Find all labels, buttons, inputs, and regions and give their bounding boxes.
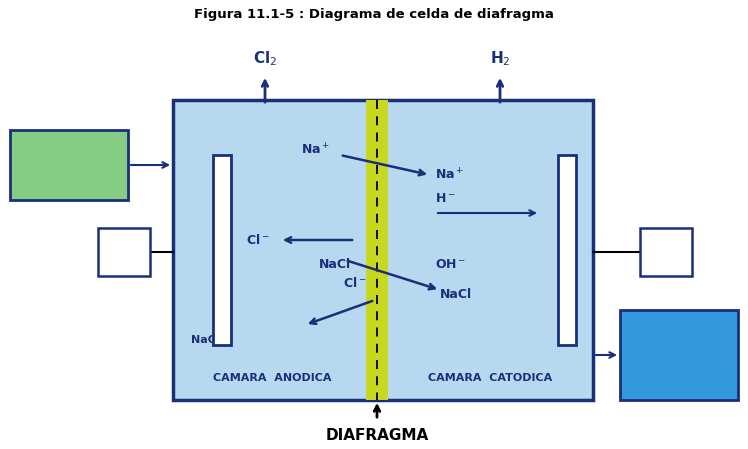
Text: H$^-$: H$^-$ — [435, 192, 456, 204]
Text: Cl$^-$: Cl$^-$ — [343, 276, 367, 290]
Bar — [558, 155, 576, 345]
Bar — [366, 100, 388, 400]
Text: Cl$^-$: Cl$^-$ — [246, 233, 270, 247]
Bar — [10, 130, 128, 200]
Bar — [173, 100, 593, 400]
Text: SALMUERA: SALMUERA — [35, 148, 103, 158]
Text: NaCl: NaCl — [440, 289, 472, 301]
Bar — [98, 228, 150, 276]
Text: DIAFRAGMA: DIAFRAGMA — [325, 427, 429, 443]
Text: +: + — [117, 243, 132, 261]
Bar — [620, 310, 738, 400]
Text: -: - — [662, 243, 669, 261]
Text: OH$^-$: OH$^-$ — [435, 259, 466, 272]
Text: diluída +: diluída + — [652, 349, 707, 359]
Text: FRESCA: FRESCA — [45, 170, 94, 180]
Text: NaCl: NaCl — [191, 335, 219, 345]
Text: H$_2$: H$_2$ — [490, 49, 510, 68]
Bar — [213, 155, 231, 345]
Text: Cl$_2$: Cl$_2$ — [253, 49, 277, 68]
Text: CAMARA  ANODICA: CAMARA ANODICA — [212, 373, 331, 383]
Text: Na$^+$: Na$^+$ — [301, 142, 330, 158]
Text: NaOH: NaOH — [661, 325, 696, 335]
Text: CAMARA  CATODICA: CAMARA CATODICA — [428, 373, 552, 383]
Text: NaCl: NaCl — [319, 259, 351, 272]
Bar — [640, 228, 692, 276]
Text: NaCl: NaCl — [665, 373, 693, 383]
Text: Na$^+$: Na$^+$ — [435, 167, 464, 183]
Text: Figura 11.1-5 : Diagrama de celda de diafragma: Figura 11.1-5 : Diagrama de celda de dia… — [194, 8, 554, 21]
